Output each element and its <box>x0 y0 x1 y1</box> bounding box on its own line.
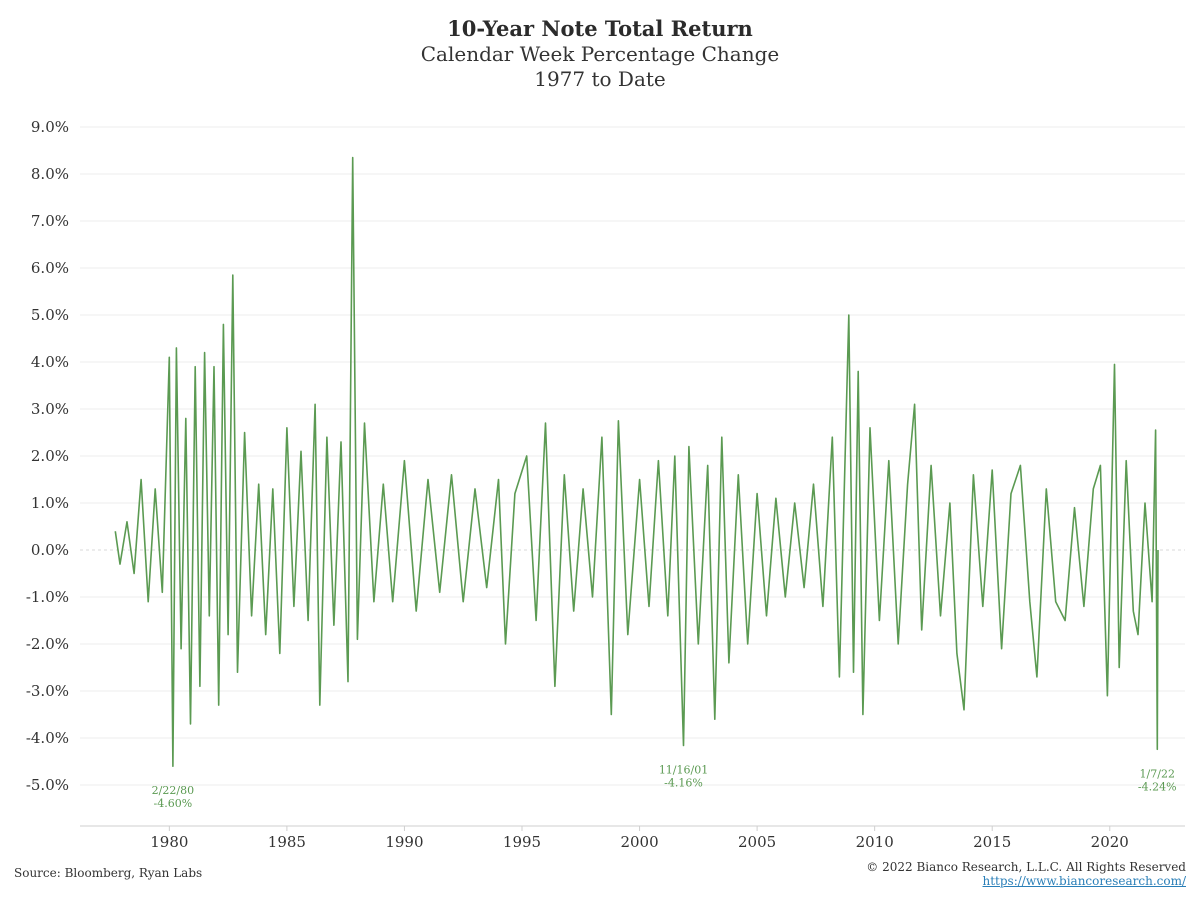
x-tick-label: 2020 <box>1091 833 1129 851</box>
y-axis-ticks: 9.0% 8.0% 7.0% 6.0% 5.0% 4.0% 3.0% 2.0% 1.0% 0.0%… <box>26 118 69 794</box>
x-tick-label: 1980 <box>150 833 188 851</box>
annotation-date: 11/16/01 <box>659 764 708 777</box>
series-layer <box>114 156 1159 768</box>
y-tick-label: 9.0% <box>31 118 69 136</box>
chart-subtitle-range: 1977 to Date <box>534 67 666 91</box>
y-tick-label: -3.0% <box>26 682 69 700</box>
y-tick-label: 6.0% <box>31 259 69 277</box>
y-tick-label: -4.0% <box>26 729 69 747</box>
x-tick-label: 2005 <box>738 833 776 851</box>
chart-titles: 10-Year Note Total Return Calendar Week … <box>0 16 1200 92</box>
y-tick-label: 5.0% <box>31 306 69 324</box>
annotation-value: -4.24% <box>1138 780 1177 793</box>
x-tick-label: 2000 <box>620 833 658 851</box>
y-tick-label: -5.0% <box>26 776 69 794</box>
chart-title: 10-Year Note Total Return <box>447 16 753 41</box>
y-tick-label: 2.0% <box>31 447 69 465</box>
x-tick-label: 1990 <box>385 833 423 851</box>
x-tick-label: 1985 <box>268 833 306 851</box>
y-tick-label: -2.0% <box>26 635 69 653</box>
y-tick-label: 0.0% <box>31 541 69 559</box>
source-note: Source: Bloomberg, Ryan Labs <box>14 866 203 880</box>
y-tick-label: 7.0% <box>31 212 69 230</box>
y-tick-label: 3.0% <box>31 400 69 418</box>
annotation-value: -4.60% <box>154 797 193 810</box>
website-link[interactable]: https://www.biancoresearch.com/ <box>982 874 1186 888</box>
annotation-date: 2/22/80 <box>152 784 194 797</box>
copyright-text: © 2022 Bianco Research, L.L.C. All Right… <box>866 860 1186 874</box>
x-axis-ticks: 1980 1985 1990 1995 2000 2005 2010 2015 2020 <box>150 826 1129 851</box>
x-tick-label: 2010 <box>856 833 894 851</box>
annotation-date: 1/7/22 <box>1140 767 1175 780</box>
copyright-block: © 2022 Bianco Research, L.L.C. All Right… <box>866 860 1186 888</box>
chart-subtitle: Calendar Week Percentage Change <box>420 42 780 66</box>
gridlines <box>80 126 1185 827</box>
annotations: 2/22/80-4.60% 11/16/01-4.16% 1/7/22-4.24% <box>152 764 1177 811</box>
x-tick-label: 2015 <box>973 833 1011 851</box>
series-line-0 <box>114 156 1159 768</box>
y-tick-label: 8.0% <box>31 165 69 183</box>
y-tick-label: -1.0% <box>26 588 69 606</box>
x-tick-label: 1995 <box>503 833 541 851</box>
y-tick-label: 1.0% <box>31 494 69 512</box>
y-tick-label: 4.0% <box>31 353 69 371</box>
annotation-value: -4.16% <box>664 777 703 790</box>
